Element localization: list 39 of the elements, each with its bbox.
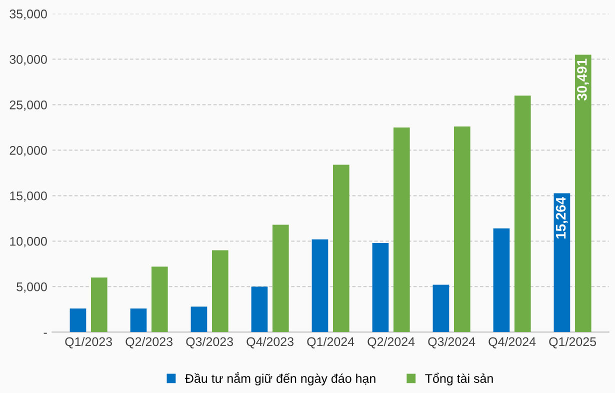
y-tick-label: 20,000: [10, 146, 47, 156]
y-tick-label: 25,000: [10, 100, 47, 111]
x-tick-label: Q1/2023: [65, 336, 112, 348]
bar: [70, 308, 86, 332]
y-tick-label: 15,000: [10, 191, 47, 202]
x-tick-label: Q3/2023: [186, 336, 233, 348]
y-tick-label: 10,000: [10, 236, 47, 248]
y-tick-label: -: [44, 332, 47, 334]
bar: [332, 164, 350, 332]
x-tick-label: Q2/2024: [368, 336, 415, 348]
data-label: 30,491: [577, 58, 589, 101]
bar: [190, 306, 208, 332]
bar: [372, 242, 389, 332]
bar: [272, 224, 289, 332]
x-tick-label: Q1/2024: [307, 336, 354, 348]
bar: [493, 228, 510, 332]
y-tick-label: 5,000: [16, 282, 47, 293]
bar: [554, 193, 570, 332]
bar: [90, 278, 108, 332]
bar: [251, 286, 268, 332]
legend-label: Đầu tư nắm giữ đến ngày đáo hạn: [185, 372, 376, 386]
x-tick-label: Q1/2025: [549, 336, 596, 348]
bar: [514, 96, 531, 332]
bar: [393, 127, 410, 332]
bar: [151, 266, 168, 332]
bar: [312, 239, 328, 332]
bar: [432, 284, 450, 332]
bar: [212, 250, 228, 332]
bar: [454, 126, 470, 332]
data-label: 15,264: [556, 196, 568, 238]
x-tick-label: Q4/2024: [488, 336, 536, 348]
x-tick-label: Q2/2023: [126, 336, 172, 348]
x-tick-label: Q3/2024: [428, 336, 476, 348]
legend-label: Tổng tài sản: [425, 372, 493, 386]
bar: [574, 54, 592, 332]
y-tick-label: 35,000: [10, 10, 47, 20]
bar: [130, 308, 147, 332]
x-tick-label: Q4/2023: [246, 336, 294, 348]
y-tick-label: 30,000: [10, 55, 47, 66]
